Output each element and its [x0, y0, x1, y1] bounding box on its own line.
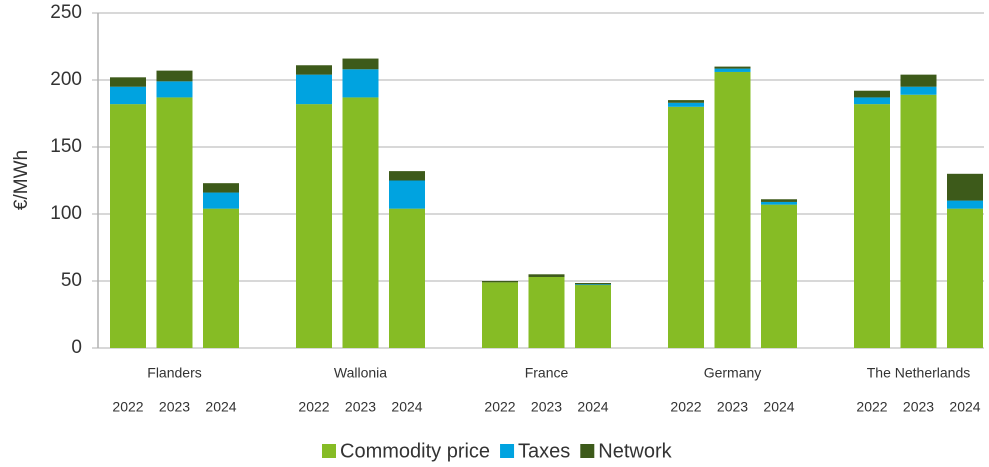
x-tick-label: 2024: [949, 399, 980, 415]
bar-segment: [575, 283, 611, 285]
bar-segment: [575, 284, 611, 286]
group-label: The Netherlands: [867, 365, 971, 381]
bar-segment: [761, 201, 797, 205]
x-tick-label: 2023: [717, 399, 748, 415]
bar-segment: [854, 90, 890, 98]
bar-segment: [947, 173, 983, 201]
bar-segment: [761, 204, 797, 348]
legend-label: Commodity price: [340, 440, 490, 462]
y-axis-label: €/MWh: [11, 150, 32, 210]
group-label: France: [525, 365, 569, 381]
x-tick-label: 2024: [205, 399, 236, 415]
legend-label: Network: [598, 440, 672, 462]
bar-segment: [156, 81, 193, 98]
bar-segment: [110, 86, 146, 105]
x-tick-label: 2023: [903, 399, 934, 415]
bar-segment: [342, 69, 379, 98]
legend-swatch: [580, 444, 595, 458]
y-tick-label: 0: [71, 337, 82, 358]
group-label: Wallonia: [334, 365, 387, 381]
bar-segment: [714, 71, 751, 349]
bar-segment: [900, 94, 937, 349]
x-tick-label: 2023: [531, 399, 562, 415]
x-tick-label: 2022: [484, 399, 515, 415]
bar-segment: [156, 97, 193, 348]
bar-segment: [900, 74, 937, 87]
bar-segment: [203, 208, 239, 348]
bar-segment: [714, 66, 751, 69]
x-tick-label: 2024: [577, 399, 608, 415]
y-tick-label: 50: [61, 270, 82, 291]
bar-segment: [947, 200, 983, 209]
y-tick-label: 250: [50, 2, 82, 23]
bar-segment: [203, 183, 239, 193]
bar-segment: [482, 281, 518, 283]
bar-segment: [203, 192, 239, 209]
bar-segment: [342, 97, 379, 348]
bar-segment: [900, 86, 937, 95]
bar-segment: [110, 104, 146, 349]
bar-segment: [947, 208, 983, 348]
x-tick-label: 2024: [763, 399, 794, 415]
y-tick-label: 150: [50, 136, 82, 157]
bar-segment: [389, 171, 425, 181]
x-tick-label: 2022: [112, 399, 143, 415]
y-tick-label: 100: [50, 203, 82, 224]
bar-segment: [668, 106, 704, 348]
legend-label: Taxes: [518, 440, 570, 462]
bar-segment: [296, 74, 332, 105]
group-label: Germany: [704, 365, 762, 381]
bar-segment: [482, 282, 518, 348]
x-tick-label: 2023: [345, 399, 376, 415]
bar-segment: [110, 77, 146, 87]
x-tick-label: 2023: [159, 399, 190, 415]
bar-segment: [342, 58, 379, 70]
x-tick-label: 2024: [391, 399, 422, 415]
bar-segment: [668, 102, 704, 107]
legend-swatch: [322, 444, 336, 458]
x-tick-label: 2022: [856, 399, 887, 415]
bar-segment: [714, 68, 751, 72]
bar-segment: [389, 180, 425, 209]
y-tick-label: 200: [50, 69, 82, 90]
bar-segment: [668, 100, 704, 103]
bar-segment: [854, 104, 890, 349]
legend-swatch: [500, 444, 515, 458]
x-tick-label: 2022: [298, 399, 329, 415]
bar-segment: [156, 70, 193, 82]
bar-segment: [575, 285, 611, 348]
bar-segment: [854, 97, 890, 105]
x-tick-label: 2022: [670, 399, 701, 415]
bar-segment: [528, 276, 565, 348]
bar-segment: [389, 208, 425, 348]
bar-segment: [761, 199, 797, 202]
bar-segment: [296, 104, 332, 349]
bar-segment: [296, 65, 332, 75]
bar-segment: [528, 274, 565, 277]
group-label: Flanders: [147, 365, 201, 381]
